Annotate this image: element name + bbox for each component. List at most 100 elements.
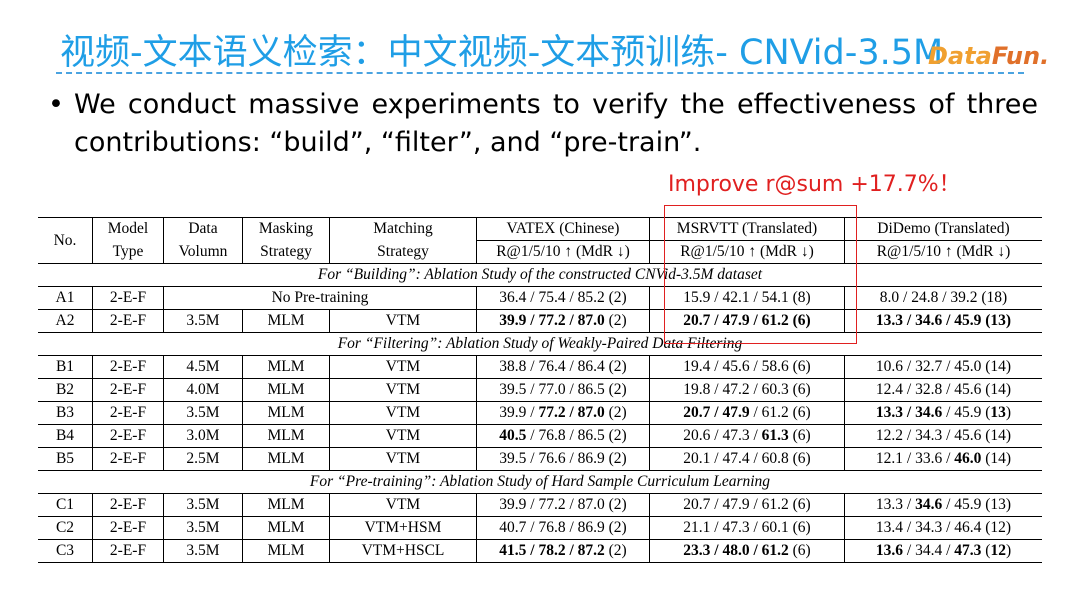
cell-masking: MLM <box>242 447 330 471</box>
col-masking: Masking <box>242 217 330 241</box>
table-header-row: No. Model Data Masking Matching VATEX (C… <box>38 217 1042 249</box>
cell-bold: 13.3 / 34.6 / 45.9 (13) <box>875 312 1012 329</box>
cell-masking: MLM <box>242 355 330 379</box>
cell-no: A1 <box>55 289 75 306</box>
cell-msrvtt: 20.7 / 47.9 / 61.2 (6) <box>649 493 845 517</box>
table-row: B5 2-E-F 2.5M MLM VTM 39.5 / 76.6 / 86.9… <box>38 447 1042 471</box>
cell-no: B5 <box>55 450 75 467</box>
cell-didemo: 12.2 / 34.3 / 45.6 (14) <box>844 424 1042 448</box>
cell-matching: VTM <box>329 309 477 333</box>
cell-matching: VTM <box>329 378 477 402</box>
cell-rest: (2) <box>604 312 627 329</box>
datafun-logo: DataFun. <box>928 42 1049 70</box>
cell-msrvtt: 15.9 / 42.1 / 54.1 (8) <box>649 286 845 310</box>
col-msrvtt: MSRVTT (Translated) <box>649 217 845 241</box>
cell-no: C3 <box>55 542 75 559</box>
cell-no: C2 <box>55 519 75 536</box>
cell-didemo: 12.1 / 33.6 / 46.0 (14) <box>844 447 1042 471</box>
cell-vatex: 39.5 / 76.6 / 86.9 (2) <box>476 447 650 471</box>
cell-msrvtt: 20.1 / 47.4 / 60.8 (6) <box>649 447 845 471</box>
cell-matching: VTM+HSM <box>329 516 477 540</box>
cell-volume: 4.5M <box>163 355 243 379</box>
col-no: No. <box>53 231 77 249</box>
cell-didemo: 13.4 / 34.3 / 46.4 (12) <box>844 516 1042 540</box>
cell-masking: MLM <box>242 309 330 333</box>
cell-matching: VTM+HSCL <box>329 539 477 563</box>
section-header-building: For “Building”: Ablation Study of the co… <box>38 264 1042 287</box>
cell-didemo: 10.6 / 32.7 / 45.0 (14) <box>844 355 1042 379</box>
cell-rest: (2) <box>604 404 627 421</box>
cell-masking: MLM <box>242 493 330 517</box>
cell-type: 2-E-F <box>92 286 164 310</box>
improve-annotation: Improve r@sum +17.7%！ <box>668 172 961 197</box>
cell-msrvtt: 20.7 / 47.9 / 61.2 (6) <box>649 401 845 425</box>
cell-bold: 20.7 / 47.9 / 61.2 <box>683 312 789 329</box>
logo-data: Data <box>928 42 992 70</box>
cell-rest: / 45.9 ( <box>942 404 991 421</box>
cell-type: 2-E-F <box>92 378 164 402</box>
cell-masking: MLM <box>242 401 330 425</box>
cell-masking: MLM <box>242 378 330 402</box>
cell-bold: 13.3 / 34.6 <box>875 404 943 421</box>
cell-volume: 4.0M <box>163 378 243 402</box>
cell-bold: 12 <box>990 542 1006 559</box>
col-vatex-sub: R@1/5/10 ↑ (MdR ↓) <box>476 240 650 264</box>
cell-type: 2-E-F <box>92 401 164 425</box>
section-title: For “Pre-training”: Ablation Study of Ha… <box>309 473 771 490</box>
cell-bold: 23.3 / 48.0 / 61.2 <box>683 542 789 559</box>
cell-didemo: 13.3 / 34.6 / 45.9 (13) <box>844 309 1042 333</box>
cell-rest: ) <box>1005 542 1012 559</box>
cell-type: 2-E-F <box>92 516 164 540</box>
cell-rest: 13.3 / <box>875 496 916 513</box>
logo-fun: Fun. <box>991 42 1050 70</box>
cell-msrvtt: 20.6 / 47.3 / 61.3 (6) <box>649 424 845 448</box>
cell-rest: ( <box>981 542 991 559</box>
cell-no: A2 <box>55 312 75 329</box>
cell-volume: 3.5M <box>163 516 243 540</box>
cell-matching: VTM <box>329 401 477 425</box>
cell-matching: VTM <box>329 447 477 471</box>
cell-didemo: 8.0 / 24.8 / 39.2 (18) <box>844 286 1042 310</box>
cell-vatex: 38.8 / 76.4 / 86.4 (2) <box>476 355 650 379</box>
cell-rest: 20.6 / 47.3 / <box>683 427 762 444</box>
cell-vatex: 40.5 / 76.8 / 86.5 (2) <box>476 424 650 448</box>
cell-no-pretraining: No Pre-training <box>163 286 477 310</box>
cell-didemo: 13.6 / 34.4 / 47.3 (12) <box>844 539 1042 563</box>
cell-rest: / 76.8 / 86.5 (2) <box>526 427 627 444</box>
col-matching: Matching <box>329 217 477 241</box>
col-model: Model <box>92 217 164 241</box>
cell-bold: 39.9 / 77.2 / 87.0 <box>499 312 605 329</box>
section-header-pretraining: For “Pre-training”: Ablation Study of Ha… <box>38 471 1042 494</box>
cell-type: 2-E-F <box>92 309 164 333</box>
col-matching-sub: Strategy <box>329 240 477 264</box>
cell-rest: 12.1 / 33.6 / <box>875 450 955 467</box>
cell-vatex: 39.9 / 77.2 / 87.0 (2) <box>476 309 650 333</box>
cell-bold: 41.5 / 78.2 / 87.2 <box>499 542 605 559</box>
table-row: C1 2-E-F 3.5M MLM VTM 39.9 / 77.2 / 87.0… <box>38 493 1042 517</box>
cell-rest: (6) <box>788 542 811 559</box>
cell-rest: ) <box>1005 404 1012 421</box>
col-vatex: VATEX (Chinese) <box>476 217 650 241</box>
cell-masking: MLM <box>242 516 330 540</box>
cell-no: B3 <box>55 404 75 421</box>
cell-volume: 3.5M <box>163 309 243 333</box>
cell-no: B2 <box>55 381 75 398</box>
section-header-filtering: For “Filtering”: Ablation Study of Weakl… <box>38 333 1042 356</box>
table-row: C2 2-E-F 3.5M MLM VTM+HSM 40.7 / 76.8 / … <box>38 516 1042 540</box>
cell-rest: (6) <box>788 427 811 444</box>
title-divider <box>56 72 1024 74</box>
table-subheader-row: Type Volumn Strategy Strategy R@1/5/10 ↑… <box>38 240 1042 264</box>
cell-didemo: 12.4 / 32.8 / 45.6 (14) <box>844 378 1042 402</box>
cell-bold: 47.3 <box>954 542 982 559</box>
bullet-dot-icon: • <box>48 89 64 120</box>
results-table: No. Model Data Masking Matching VATEX (C… <box>38 217 1042 563</box>
cell-type: 2-E-F <box>92 539 164 563</box>
cell-msrvtt: 20.7 / 47.9 / 61.2 (6) <box>649 309 845 333</box>
cell-masking: MLM <box>242 424 330 448</box>
table-row: B3 2-E-F 3.5M MLM VTM 39.9 / 77.2 / 87.0… <box>38 401 1042 425</box>
section-title: For “Filtering”: Ablation Study of Weakl… <box>337 335 743 352</box>
table-row: A2 2-E-F 3.5M MLM VTM 39.9 / 77.2 / 87.0… <box>38 309 1042 333</box>
table-row: A1 2-E-F No Pre-training 36.4 / 75.4 / 8… <box>38 286 1042 310</box>
cell-type: 2-E-F <box>92 447 164 471</box>
cell-volume: 2.5M <box>163 447 243 471</box>
